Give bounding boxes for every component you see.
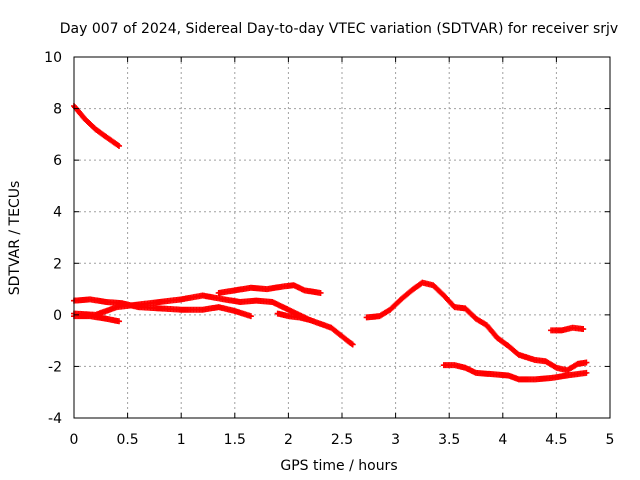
x-axis: 0 0.5 1 1.5 2 2.5 3 3.5 4 4.5 5 [70,57,615,448]
data-point [247,313,254,320]
y-tick-label: -2 [48,359,62,375]
x-tick-label: 3 [391,432,400,448]
x-tick-label: 4 [498,432,507,448]
y-tick-label: 0 [53,308,62,324]
y-tick-label: 2 [53,256,62,272]
x-tick-label: 2 [284,432,293,448]
x-tick-label: 0 [70,432,79,448]
grid [74,57,610,418]
y-tick-label: 8 [53,102,62,118]
y-axis-title: SDTVAR / TECUs [7,181,23,296]
data-point [116,318,123,325]
x-tick-label: 5 [606,432,615,448]
data-point [580,326,587,333]
x-tick-label: 1 [177,432,186,448]
x-tick-label: 0.5 [116,432,138,448]
x-axis-title: GPS time / hours [280,458,397,474]
x-tick-label: 4.5 [545,432,567,448]
y-tick-label: 4 [53,205,62,221]
x-tick-label: 3.5 [438,432,460,448]
x-tick-label: 1.5 [224,432,246,448]
chart-title: Day 007 of 2024, Sidereal Day-to-day VTE… [60,21,618,37]
x-tick-label: 2.5 [331,432,353,448]
y-tick-label: 10 [44,50,62,66]
data-point [583,359,590,366]
data-point [306,317,313,324]
data-points [71,102,590,383]
y-tick-label: -4 [48,411,62,427]
data-point [349,341,356,348]
data-point [116,142,123,149]
data-point [317,289,324,296]
data-point [583,369,590,376]
y-axis: -4 -2 0 2 4 6 8 10 [44,50,610,427]
y-tick-label: 6 [53,153,62,169]
